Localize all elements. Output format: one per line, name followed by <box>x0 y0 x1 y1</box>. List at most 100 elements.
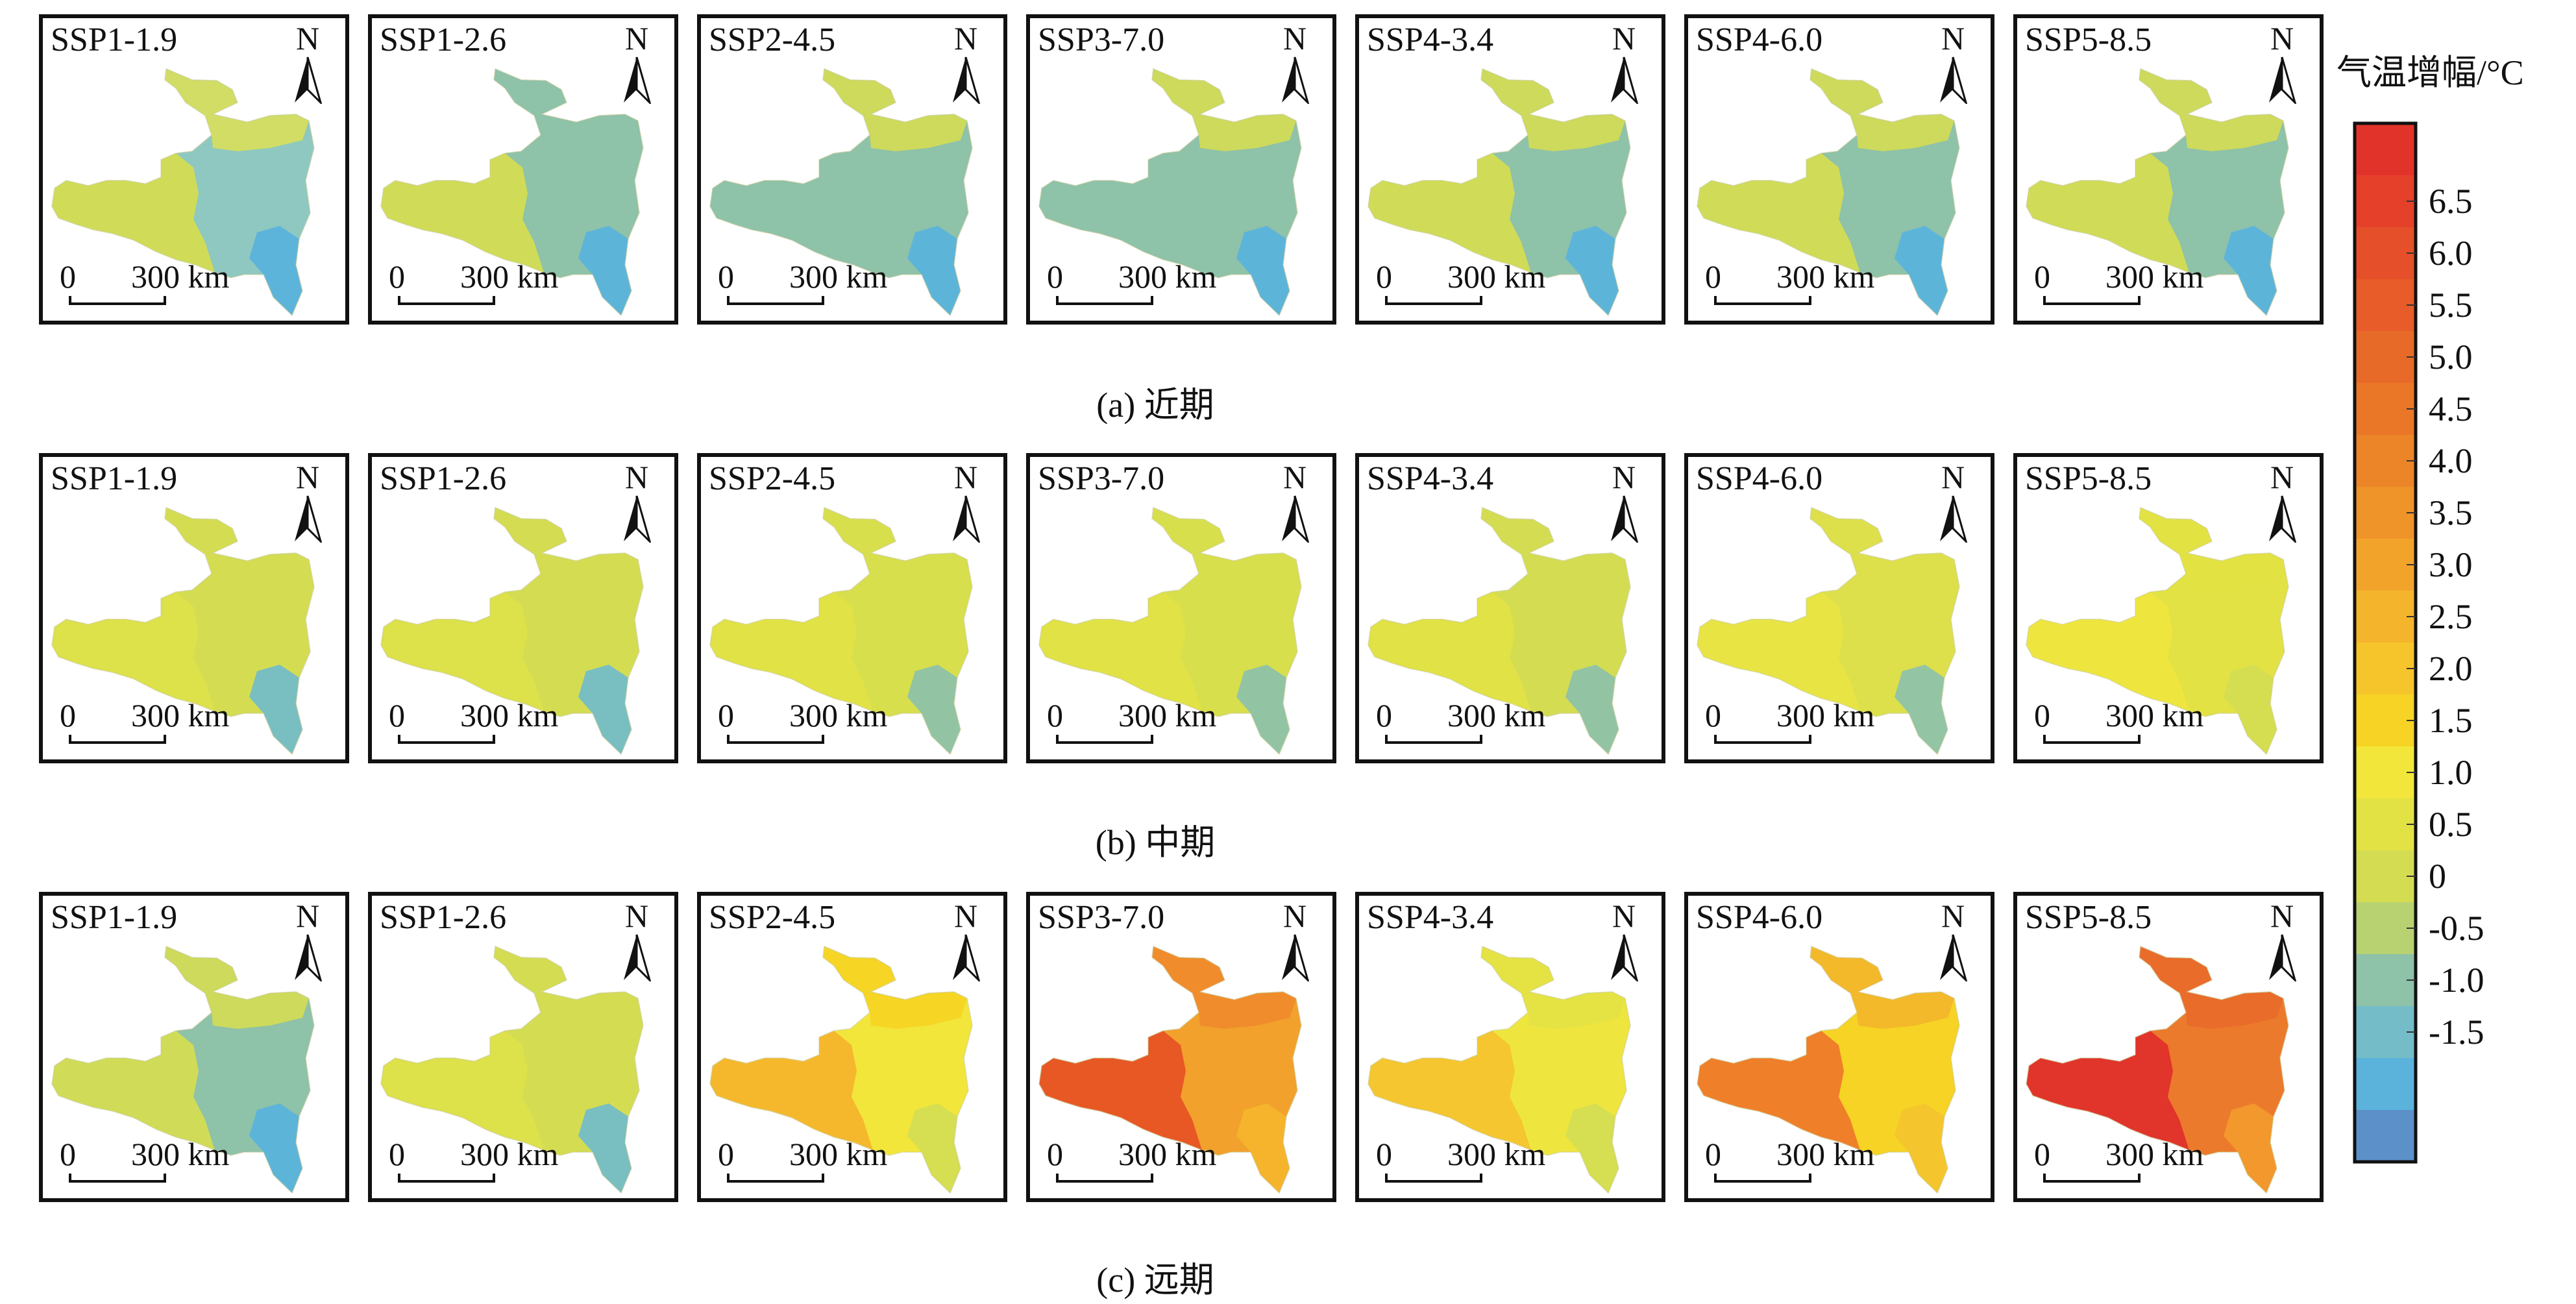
legend-color-step <box>2355 1006 2416 1059</box>
legend-tick-label: 4.5 <box>2429 389 2473 428</box>
region-outline <box>2026 945 2289 1194</box>
scale-zero-label: 0 <box>718 258 734 295</box>
legend-tick-label: 0.5 <box>2429 805 2473 844</box>
scale-bar-line <box>2043 296 2141 305</box>
scale-zero-label: 0 <box>1705 1136 1721 1172</box>
scale-distance-label: 300 km <box>460 1136 559 1172</box>
region-west <box>1368 592 1531 711</box>
north-arrow: N <box>2264 21 2300 104</box>
legend-color-step <box>2355 1110 2416 1163</box>
region-outline <box>709 506 973 756</box>
scale-zero-label: 0 <box>2034 1136 2050 1172</box>
legend-tick-label: -0.5 <box>2429 909 2484 948</box>
north-arrow: N <box>619 21 655 104</box>
scenario-label: SSP3-7.0 <box>1038 899 1165 936</box>
north-arrow-icon <box>1611 56 1639 104</box>
region-south <box>578 1103 632 1193</box>
scale-zero-label: 0 <box>389 258 405 295</box>
region-north <box>494 508 638 590</box>
scale-bar: 0 300 km <box>60 258 274 310</box>
region-north <box>2139 69 2283 151</box>
scenario-label: SSP1-1.9 <box>51 21 178 58</box>
scale-zero-label: 0 <box>1047 697 1063 733</box>
north-arrow-icon <box>295 56 323 104</box>
scale-zero-label: 0 <box>60 258 76 295</box>
legend-color-step <box>2355 539 2416 591</box>
map-panel: SSP4-6.0 N 0 300 km <box>1684 453 1994 763</box>
scale-distance-label: 300 km <box>2105 1136 2204 1172</box>
map-panel: SSP1-2.6 N 0 300 km <box>368 14 678 325</box>
scale-bar-line <box>1385 1174 1482 1183</box>
map-panel: SSP4-6.0 N 0 300 km <box>1684 14 1994 325</box>
north-arrow-icon <box>1282 56 1310 104</box>
scale-distance-label: 300 km <box>460 258 559 295</box>
north-letter: N <box>1941 898 1965 934</box>
region-west <box>1039 1031 1202 1150</box>
region-west <box>2026 153 2189 273</box>
scale-bar-line <box>727 1174 824 1183</box>
region-map <box>51 68 315 317</box>
region-south <box>1895 226 1948 315</box>
legend-tick-label: 5.5 <box>2429 286 2473 325</box>
region-map <box>1368 945 1631 1194</box>
scenario-label: SSP1-1.9 <box>51 460 178 497</box>
scale-bar-line <box>2043 1174 2141 1183</box>
region-north <box>823 69 967 151</box>
region-map <box>1368 68 1631 317</box>
scale-bar-line <box>1714 735 1811 744</box>
region-west <box>1368 153 1531 273</box>
north-arrow: N <box>1935 898 1971 981</box>
scale-bar-line <box>398 296 495 305</box>
north-arrow: N <box>619 460 655 543</box>
scale-distance-label: 300 km <box>131 697 230 733</box>
scenario-label: SSP2-4.5 <box>709 460 836 497</box>
north-arrow-icon <box>953 495 981 543</box>
north-letter: N <box>1612 898 1636 934</box>
region-west <box>710 153 873 273</box>
legend-tick-label: 2.0 <box>2429 649 2473 688</box>
map-panel: SSP2-4.5 N 0 300 km <box>697 453 1007 763</box>
region-outline <box>1697 68 1960 317</box>
region-north <box>165 946 309 1029</box>
legend-color-step <box>2355 643 2416 695</box>
legend-tick-label: 5.0 <box>2429 338 2473 376</box>
scenario-label: SSP5-8.5 <box>2025 899 2152 936</box>
region-map <box>709 945 973 1194</box>
region-south <box>1236 1103 1290 1193</box>
north-arrow-icon <box>624 495 652 543</box>
scale-zero-label: 0 <box>1705 697 1721 733</box>
north-arrow-icon <box>1282 934 1310 981</box>
region-west <box>710 1031 873 1150</box>
scenario-label: SSP3-7.0 <box>1038 21 1165 58</box>
scale-bar-line <box>1385 296 1482 305</box>
region-west <box>710 592 873 711</box>
region-map <box>709 68 973 317</box>
scale-bar: 0 300 km <box>2034 258 2248 310</box>
north-arrow: N <box>619 898 655 981</box>
map-panel: SSP5-8.5 N 0 300 km <box>2013 892 2324 1202</box>
scale-bar-line <box>727 735 824 744</box>
scale-bar: 0 300 km <box>389 697 603 749</box>
scale-bar: 0 300 km <box>1047 258 1261 310</box>
north-letter: N <box>1282 459 1307 495</box>
north-letter: N <box>1282 20 1307 56</box>
region-map <box>709 506 973 756</box>
region-north <box>494 946 638 1029</box>
legend-color-step <box>2355 175 2416 228</box>
legend-tick-label: 6.5 <box>2429 182 2473 221</box>
legend-color-step <box>2355 902 2416 955</box>
legend-color-step <box>2355 331 2416 384</box>
region-map <box>1697 945 1960 1194</box>
region-west <box>52 153 215 273</box>
legend-tick-label: 0 <box>2429 857 2446 896</box>
scale-bar: 0 300 km <box>2034 697 2248 749</box>
legend-color-step <box>2355 850 2416 903</box>
scale-bar: 0 300 km <box>718 258 932 310</box>
legend-tick-label: 3.0 <box>2429 545 2473 584</box>
scale-bar: 0 300 km <box>1376 1136 1590 1188</box>
region-north <box>1810 508 1954 590</box>
scale-distance-label: 300 km <box>1118 1136 1217 1172</box>
north-letter: N <box>1282 898 1307 934</box>
north-arrow-icon <box>1611 495 1639 543</box>
scale-bar-line <box>69 1174 166 1183</box>
